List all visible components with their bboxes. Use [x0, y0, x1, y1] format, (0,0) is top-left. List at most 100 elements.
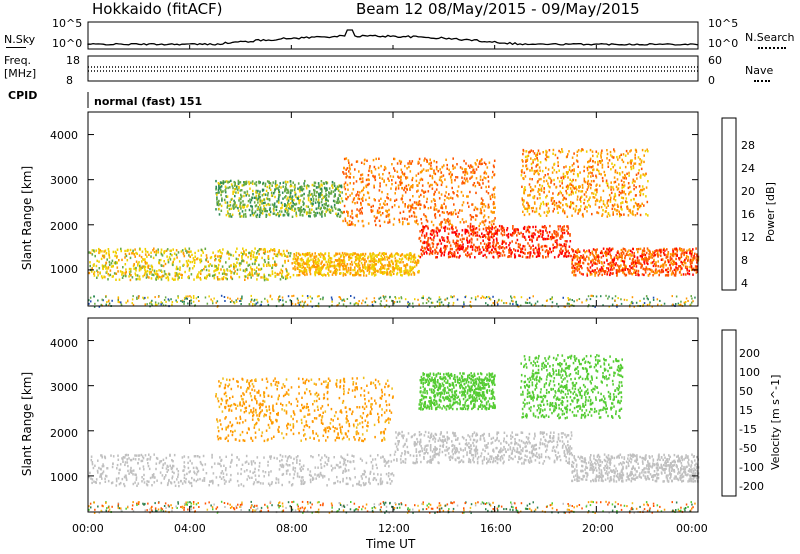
- scatter-cell: [281, 203, 284, 207]
- scatter-cell: [588, 198, 590, 201]
- scatter-cell: [503, 254, 506, 257]
- scatter-cell: [607, 252, 610, 256]
- scatter-cell: [492, 246, 495, 249]
- scatter-cell: [243, 205, 246, 209]
- scatter-cell: [611, 260, 614, 263]
- scatter-cell: [545, 202, 548, 206]
- scatter-cell: [465, 171, 468, 174]
- scatter-cell: [543, 191, 545, 194]
- scatter-cell: [595, 176, 598, 179]
- scatter-cell: [492, 236, 494, 239]
- scatter-cell: [461, 234, 463, 237]
- scatter-cell: [226, 252, 228, 255]
- scatter-cell: [536, 251, 539, 254]
- scatter-cell: [625, 265, 627, 268]
- scatter-cell: [382, 271, 385, 275]
- scatter-cell: [315, 255, 317, 258]
- scatter-cell: [679, 271, 681, 274]
- scatter-cell: [538, 231, 540, 234]
- scatter-cell: [218, 184, 220, 188]
- scatter-cell: [627, 268, 629, 271]
- scatter-cell: [539, 184, 541, 187]
- scatter-cell: [163, 270, 166, 273]
- scatter-cell: [466, 229, 469, 233]
- scatter-cell: [91, 253, 94, 256]
- scatter-cell: [302, 259, 304, 262]
- scatter-cell: [386, 271, 389, 274]
- scatter-cell: [397, 265, 400, 268]
- scatter-cell: [434, 190, 436, 194]
- scatter-cell: [306, 253, 308, 257]
- scatter-cell: [491, 193, 493, 197]
- scatter-cell: [309, 272, 312, 276]
- scatter-cell: [553, 168, 556, 172]
- scatter-cell: [262, 181, 265, 185]
- scatter-cell: [200, 259, 203, 263]
- scatter-cell: [443, 164, 445, 167]
- scatter-cell: [607, 212, 610, 215]
- scatter-cell: [293, 255, 295, 258]
- scatter-cell: [544, 244, 547, 248]
- scatter-cell: [181, 273, 183, 277]
- scatter-cell: [615, 185, 618, 188]
- scatter-cell: [549, 248, 551, 251]
- scatter-cell: [429, 250, 432, 253]
- scatter-cell: [436, 256, 438, 259]
- scatter-cell: [465, 247, 467, 250]
- scatter-cell: [217, 267, 220, 271]
- scatter-cell: [455, 226, 457, 229]
- scatter-cell: [209, 263, 212, 266]
- scatter-cell: [335, 273, 337, 276]
- scatter-cell: [356, 208, 358, 211]
- scatter-cell: [188, 247, 191, 250]
- scatter-cell: [320, 183, 322, 186]
- scatter-cell: [439, 229, 441, 232]
- scatter-cell: [295, 214, 298, 218]
- scatter-cell: [144, 269, 146, 272]
- scatter-cell: [695, 271, 698, 274]
- scatter-cell: [374, 219, 376, 223]
- scatter-cell: [651, 261, 654, 264]
- scatter-cell: [420, 203, 422, 206]
- scatter-cell: [305, 260, 308, 263]
- scatter-cell: [283, 213, 286, 217]
- scatter-cell: [634, 201, 637, 205]
- scatter-cell: [668, 260, 670, 264]
- scatter-cell: [338, 252, 341, 255]
- scatter-cell: [268, 213, 270, 216]
- scatter-cell: [412, 271, 414, 274]
- scatter-cell: [485, 172, 488, 175]
- scatter-cell: [656, 271, 658, 274]
- scatter-cell: [382, 266, 385, 269]
- scatter-cell: [481, 246, 484, 249]
- scatter-cell: [570, 170, 572, 173]
- scatter-cell: [289, 202, 292, 205]
- scatter-cell: [447, 253, 450, 256]
- scatter-cell: [483, 176, 485, 179]
- scatter-cell: [386, 268, 388, 271]
- scatter-cell: [577, 268, 579, 271]
- scatter-cell: [292, 205, 294, 208]
- scatter-cell: [191, 267, 194, 270]
- scatter-cell: [286, 209, 288, 212]
- scatter-cell: [400, 178, 402, 182]
- scatter-cell: [664, 260, 667, 263]
- scatter-cell: [343, 166, 345, 170]
- scatter-cell: [445, 206, 447, 210]
- scatter-cell: [398, 159, 401, 163]
- scatter-cell: [487, 203, 490, 206]
- scatter-cell: [628, 171, 630, 175]
- scatter-cell: [542, 200, 544, 204]
- scatter-cell: [298, 303, 301, 306]
- scatter-cell: [583, 258, 585, 261]
- scatter-cell: [374, 168, 377, 171]
- scatter-cell: [313, 184, 315, 187]
- scatter-cell: [480, 202, 482, 205]
- scatter-cell: [293, 188, 296, 192]
- scatter-cell: [421, 228, 423, 232]
- scatter-cell: [280, 273, 283, 276]
- scatter-cell: [624, 268, 627, 271]
- scatter-cell: [337, 208, 339, 211]
- scatter-cell: [346, 210, 348, 213]
- scatter-cell: [354, 252, 356, 255]
